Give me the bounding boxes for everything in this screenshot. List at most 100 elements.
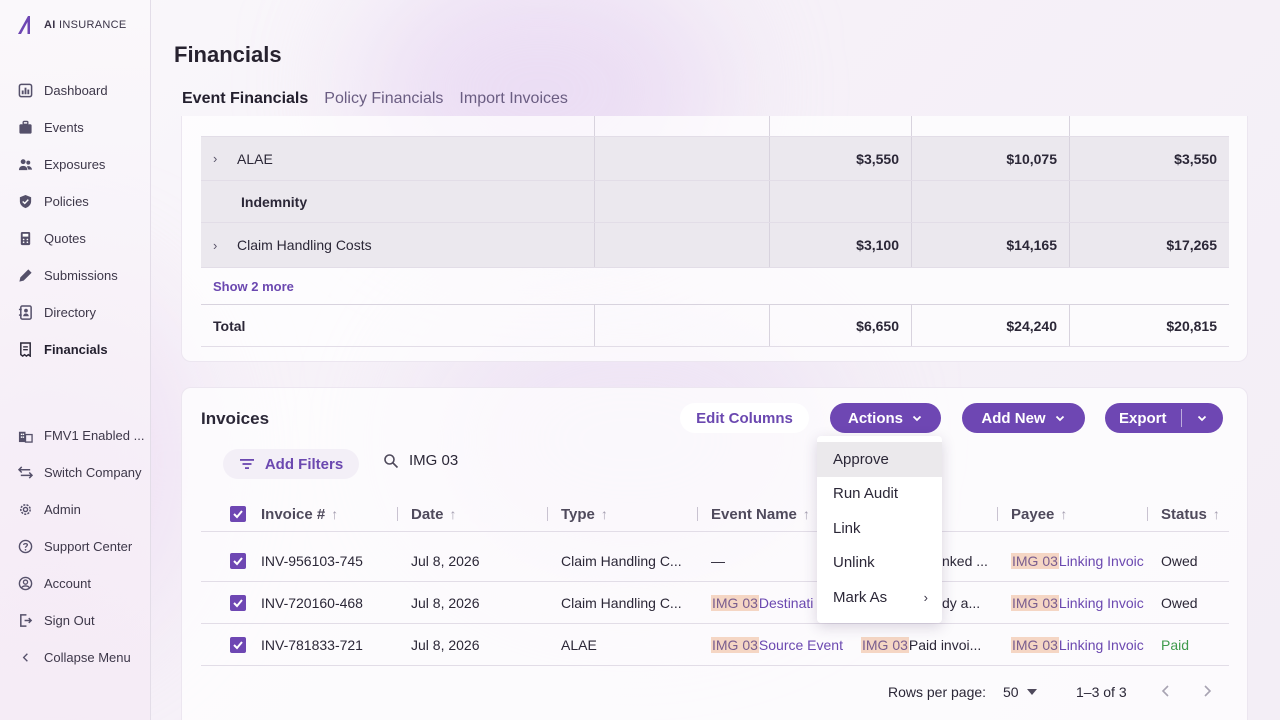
menu-item-link[interactable]: Link [833, 519, 861, 537]
rows-per-page-label: Rows per page: [888, 684, 987, 700]
rows-per-page-select[interactable]: 50 [1003, 684, 1037, 700]
gear-icon [17, 501, 34, 518]
building-icon [17, 427, 34, 444]
description-cell: IMG 03 Paid invoi... [861, 637, 982, 653]
description-cell: nked ... [942, 553, 987, 569]
payee-link[interactable]: IMG 03 Linking Invoic [1011, 553, 1144, 569]
column-header-payee[interactable]: Payee ↑ [997, 496, 1067, 532]
logo-icon [18, 16, 30, 34]
help-icon [17, 538, 34, 555]
sidebar-item-label: Directory [44, 304, 97, 320]
edit-columns-button[interactable]: Edit Columns [680, 403, 809, 433]
check-icon [233, 557, 243, 566]
tab-event-financials[interactable]: Event Financials [182, 90, 309, 107]
payee-link[interactable]: IMG 03 Linking Invoic [1011, 595, 1144, 611]
sidebar-item-financials[interactable]: Financials [17, 338, 108, 360]
sidebar-item-switch-company[interactable]: Switch Company [17, 461, 142, 483]
export-label: Export [1119, 409, 1167, 427]
chevron-right-icon[interactable]: › [213, 151, 218, 166]
sidebar-item-label: Policies [44, 193, 89, 209]
switch-icon [17, 464, 34, 481]
status-badge: Owed [1161, 595, 1198, 611]
chevron-right-icon[interactable]: › [213, 237, 218, 253]
sidebar-item-label: Collapse Menu [44, 649, 131, 665]
menu-item-approve[interactable]: Approve [817, 442, 942, 477]
menu-item-mark-as[interactable]: Mark As › [817, 580, 942, 615]
column-header-event-name[interactable]: Event Name ↑ [697, 496, 810, 532]
column-header-status[interactable]: Status ↑ [1147, 496, 1220, 532]
payee-link[interactable]: IMG 03 Linking Invoic [1011, 637, 1144, 653]
menu-item-unlink[interactable]: Unlink [833, 554, 875, 572]
divider [397, 507, 398, 521]
export-button[interactable]: Export [1105, 403, 1223, 433]
sidebar-item-label: Sign Out [44, 612, 95, 628]
signout-icon [17, 612, 34, 629]
chevron-left-icon [17, 649, 34, 666]
search-input[interactable] [409, 452, 529, 469]
invoice-type: ALAE [561, 637, 597, 653]
add-new-button[interactable]: Add New [962, 403, 1085, 433]
sidebar-item-company[interactable]: FMV1 Enabled ... [17, 424, 144, 446]
table-row[interactable]: INV-956103-745 Jul 8, 2026 Claim Handlin… [201, 540, 1229, 582]
sidebar-item-submissions[interactable]: Submissions [17, 264, 118, 286]
column-header-invoice[interactable]: Invoice # ↑ [261, 505, 339, 523]
brand-name-bold: AI [44, 19, 56, 31]
amount-cell: $3,550 [1174, 150, 1217, 167]
add-filters-button[interactable]: Add Filters [223, 449, 359, 479]
sidebar-item-collapse-menu[interactable]: Collapse Menu [17, 646, 131, 668]
event-link[interactable]: IMG 03 Destinati [711, 595, 814, 611]
next-page-button[interactable] [1201, 684, 1213, 701]
row-checkbox[interactable] [230, 553, 246, 569]
sidebar-item-sign-out[interactable]: Sign Out [17, 609, 95, 631]
sidebar-item-directory[interactable]: Directory [17, 301, 96, 323]
row-checkbox[interactable] [230, 595, 246, 611]
check-icon [233, 599, 243, 608]
description-cell: dy a... [942, 595, 981, 611]
chevron-down-icon [1055, 415, 1064, 422]
caret-down-icon [1026, 689, 1037, 695]
table-row: › Claim Handling Costs $3,100 $14,165 $17… [201, 223, 1229, 268]
event-link[interactable]: IMG 03 Source Event [711, 637, 843, 653]
tab-import-invoices[interactable]: Import Invoices [459, 90, 568, 107]
table-row: Indemnity [201, 181, 1229, 223]
invoice-type: Claim Handling C... [561, 595, 682, 611]
sidebar-item-quotes[interactable]: Quotes [17, 227, 86, 249]
sidebar-item-policies[interactable]: Policies [17, 190, 89, 212]
sidebar-item-events[interactable]: Events [17, 116, 84, 138]
tab-policy-financials[interactable]: Policy Financials [324, 90, 444, 107]
sidebar-item-dashboard[interactable]: Dashboard [17, 79, 108, 101]
brand-logo[interactable]: AI INSURANCE [16, 14, 126, 36]
account-icon [17, 575, 34, 592]
invoice-date: Jul 8, 2026 [411, 595, 480, 611]
menu-item-run-audit[interactable]: Run Audit [833, 485, 899, 503]
table-row[interactable]: INV-781833-721 Jul 8, 2026 ALAE IMG 03 S… [201, 624, 1229, 666]
invoice-date: Jul 8, 2026 [411, 553, 480, 569]
sidebar-item-label: Events [44, 119, 84, 135]
prev-page-button[interactable] [1160, 684, 1172, 701]
column-header-date[interactable]: Date ↑ [397, 496, 457, 532]
divider [1180, 409, 1182, 427]
sidebar-item-account[interactable]: Account [17, 572, 91, 594]
amount-cell: $3,100 [770, 223, 912, 267]
select-all-checkbox[interactable] [230, 506, 246, 522]
sidebar-item-support[interactable]: Support Center [17, 535, 132, 557]
row-checkbox[interactable] [230, 637, 246, 653]
calculator-icon [17, 230, 34, 247]
sidebar-item-admin[interactable]: Admin [17, 498, 81, 520]
invoices-table-header: Invoice # ↑ Date ↑ Type ↑ Event Name ↑ Payee… [201, 496, 1229, 532]
brand-name-rest: INSURANCE [55, 19, 127, 31]
page-title: Financials [174, 42, 282, 67]
table-row[interactable]: INV-720160-468 Jul 8, 2026 Claim Handlin… [201, 582, 1229, 624]
event-name: — [711, 553, 725, 569]
divider [1147, 507, 1148, 521]
sidebar-item-exposures[interactable]: Exposures [17, 153, 105, 175]
invoices-card [181, 387, 1248, 720]
chevron-down-icon[interactable] [1196, 412, 1208, 424]
pagination-range: 1–3 of 3 [1076, 684, 1127, 700]
sidebar-item-label: Support Center [44, 538, 133, 554]
actions-label: Actions [847, 409, 903, 427]
column-header-type[interactable]: Type ↑ [547, 496, 608, 532]
divider [997, 507, 998, 521]
show-more-link[interactable]: Show 2 more [213, 278, 294, 294]
actions-button[interactable]: Actions [830, 403, 941, 433]
